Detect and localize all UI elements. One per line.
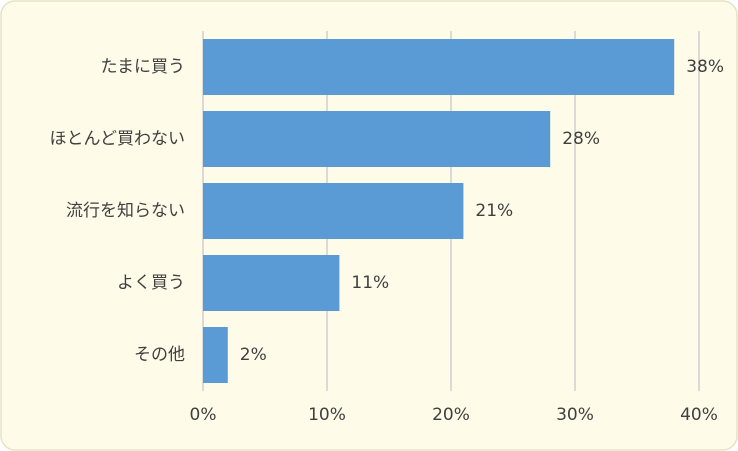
value-label: 38% — [686, 57, 724, 77]
x-tick-label: 30% — [556, 405, 594, 425]
y-tick-label: その他 — [134, 345, 185, 365]
bar — [203, 327, 228, 383]
value-label: 28% — [562, 129, 600, 149]
value-label: 11% — [351, 273, 389, 293]
bar — [203, 183, 464, 239]
y-tick-label: よく買う — [117, 273, 185, 293]
x-tick-label: 0% — [190, 405, 217, 425]
bar — [203, 111, 551, 167]
value-label: 21% — [475, 201, 513, 221]
x-tick-label: 20% — [432, 405, 470, 425]
bar — [203, 255, 340, 311]
value-label: 2% — [240, 345, 267, 365]
y-tick-label: ほとんど買わない — [50, 129, 186, 149]
y-tick-label: たまに買う — [101, 57, 186, 77]
x-tick-label: 40% — [680, 405, 718, 425]
bar — [203, 39, 675, 95]
x-tick-label: 10% — [308, 405, 346, 425]
y-tick-label: 流行を知らない — [66, 201, 185, 221]
